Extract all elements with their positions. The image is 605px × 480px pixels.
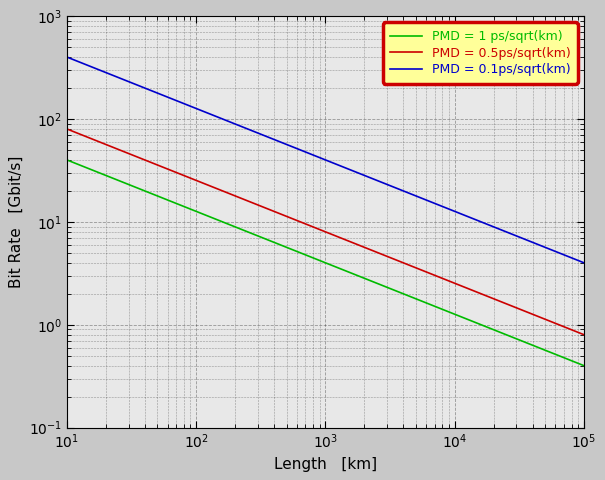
- PMD = 0.5ps/sqrt(km): [476, 290, 483, 296]
- PMD = 1 ps/sqrt(km): [580, 363, 587, 369]
- Y-axis label: Bit Rate   [Gbit/s]: Bit Rate [Gbit/s]: [8, 156, 24, 288]
- PMD = 0.5ps/sqrt(km): [116, 147, 123, 153]
- PMD = 0.1ps/sqrt(km): [272, 137, 280, 143]
- PMD = 0.1ps/sqrt(km): [466, 215, 474, 220]
- Line: PMD = 0.1ps/sqrt(km): PMD = 0.1ps/sqrt(km): [67, 57, 584, 263]
- PMD = 0.5ps/sqrt(km): [64, 126, 71, 132]
- PMD = 1 ps/sqrt(km): [419, 299, 426, 304]
- PMD = 0.1ps/sqrt(km): [580, 260, 587, 266]
- PMD = 0.5ps/sqrt(km): [419, 267, 426, 273]
- PMD = 0.1ps/sqrt(km): [419, 195, 426, 201]
- PMD = 1 ps/sqrt(km): [116, 178, 123, 184]
- PMD = 0.5ps/sqrt(km): [291, 217, 298, 223]
- Legend: PMD = 1 ps/sqrt(km), PMD = 0.5ps/sqrt(km), PMD = 0.1ps/sqrt(km): PMD = 1 ps/sqrt(km), PMD = 0.5ps/sqrt(km…: [383, 23, 578, 84]
- PMD = 0.1ps/sqrt(km): [476, 218, 483, 224]
- PMD = 0.1ps/sqrt(km): [116, 75, 123, 81]
- PMD = 1 ps/sqrt(km): [272, 240, 280, 246]
- PMD = 0.5ps/sqrt(km): [466, 287, 474, 292]
- PMD = 0.5ps/sqrt(km): [272, 209, 280, 215]
- Line: PMD = 1 ps/sqrt(km): PMD = 1 ps/sqrt(km): [67, 160, 584, 366]
- PMD = 0.1ps/sqrt(km): [291, 145, 298, 151]
- PMD = 1 ps/sqrt(km): [476, 321, 483, 327]
- PMD = 1 ps/sqrt(km): [291, 248, 298, 253]
- PMD = 1 ps/sqrt(km): [466, 317, 474, 323]
- PMD = 0.1ps/sqrt(km): [64, 54, 71, 60]
- PMD = 0.5ps/sqrt(km): [580, 332, 587, 337]
- Line: PMD = 0.5ps/sqrt(km): PMD = 0.5ps/sqrt(km): [67, 129, 584, 335]
- PMD = 1 ps/sqrt(km): [64, 157, 71, 163]
- X-axis label: Length   [km]: Length [km]: [274, 456, 377, 472]
